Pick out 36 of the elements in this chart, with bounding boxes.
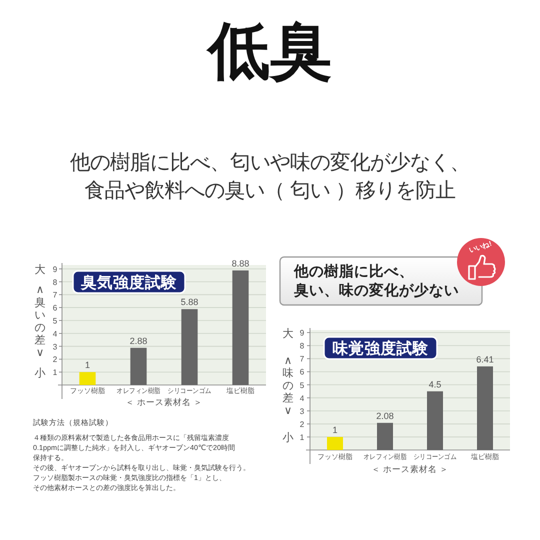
ytick: 1	[52, 368, 58, 378]
data-label: 2.88	[130, 336, 148, 346]
ytick: 7	[52, 290, 58, 300]
ytick: 3	[300, 406, 304, 416]
data-label: 1	[85, 360, 90, 370]
data-label: 5.88	[180, 297, 198, 308]
annotation: 他の樹脂に比べ、	[294, 264, 414, 280]
ytick: 3	[52, 342, 58, 352]
ytick: 4	[52, 329, 58, 338]
ytick: 6	[52, 304, 58, 313]
data-label: 2.08	[376, 410, 394, 421]
ytick: 4	[300, 394, 304, 403]
ylabel: 大∧味の差∨小	[282, 328, 294, 444]
ytick: 1	[300, 432, 304, 442]
subtitle: 他の樹脂に比べ、匂いや味の変化が少なく、食品や飲料への臭い（ 匂い ）移りを防止	[70, 152, 470, 202]
xlabel: ＜ ホース素材名 ＞	[126, 397, 202, 407]
title: 低臭	[208, 17, 332, 86]
xlabel: ＜ ホース素材名 ＞	[372, 464, 448, 474]
ytick: 5	[52, 316, 58, 326]
ytick: 2	[52, 355, 58, 364]
ytick: 5	[300, 380, 304, 390]
annotation: 臭い、味の変化が少ない	[294, 283, 459, 299]
data-label: 6.41	[476, 354, 494, 364]
ylabel: 大∧臭いの差∨小	[34, 264, 46, 380]
title: 臭気強度試験	[81, 274, 177, 292]
data-label: 4.5	[428, 379, 442, 390]
ytick: 8	[300, 342, 304, 351]
ytick: 8	[52, 278, 58, 287]
ytick: 2	[300, 420, 304, 429]
title: 味覚強度試験	[332, 340, 428, 358]
data-label: 8.88	[232, 258, 250, 268]
ytick: 9	[52, 264, 58, 274]
data-label: 1	[332, 424, 338, 435]
ytick: 7	[300, 354, 304, 364]
ytick: 9	[300, 328, 304, 338]
ytick: 6	[300, 368, 304, 377]
